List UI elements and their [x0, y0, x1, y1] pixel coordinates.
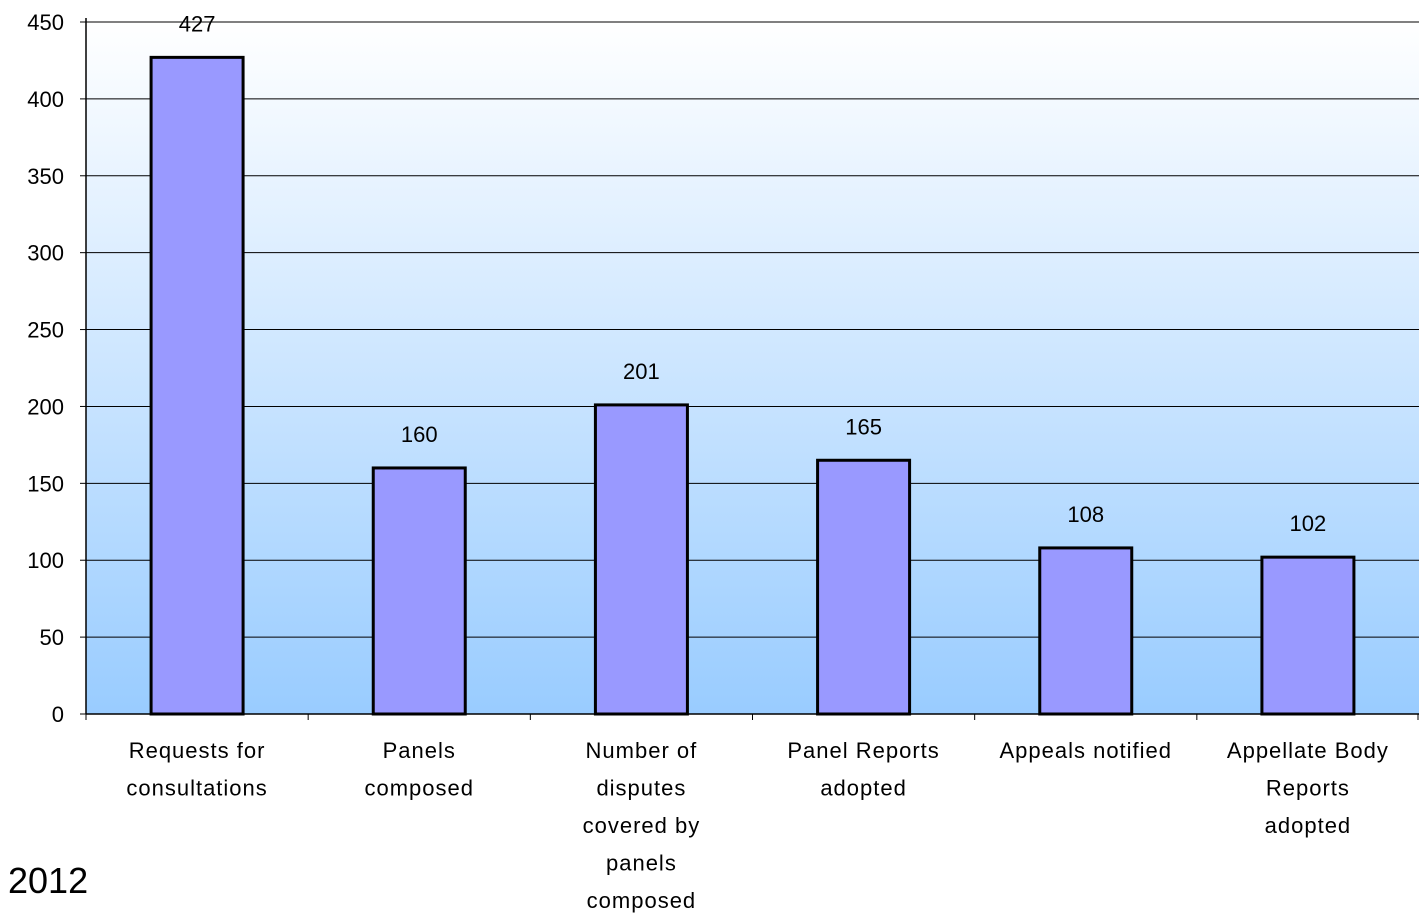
x-category-label-line: Reports [1266, 776, 1350, 801]
x-category-label-line: Appellate Body [1227, 738, 1389, 763]
y-tick-label: 100 [27, 548, 64, 573]
bar [149, 55, 245, 716]
x-category-label-line: Panels [383, 738, 456, 763]
y-tick-label: 250 [27, 318, 64, 343]
data-label: 102 [1290, 511, 1327, 536]
y-tick-label: 300 [27, 241, 64, 266]
y-tick-label: 450 [27, 10, 64, 35]
data-label: 108 [1067, 502, 1104, 527]
x-category-label-line: covered by [583, 813, 701, 838]
x-category-label-line: Appeals notified [999, 738, 1172, 763]
x-category-label-line: panels [606, 851, 677, 876]
y-tick-label: 400 [27, 87, 64, 112]
x-category-label: Panels composed [364, 738, 474, 801]
data-label: 201 [623, 359, 660, 384]
year-annotation: 2012 [8, 860, 89, 901]
data-label: 160 [401, 422, 438, 447]
x-category-label-line: composed [364, 776, 474, 801]
x-category-label-line: consultations [126, 776, 267, 801]
y-tick-label: 50 [40, 625, 64, 650]
y-axis-ticks: 0 50 100 150 200 250 300 350 400 450 [27, 10, 86, 727]
bar [816, 458, 912, 716]
gridlines [86, 21, 1419, 638]
data-label: 427 [179, 11, 216, 36]
bar [1260, 555, 1356, 716]
y-tick-label: 200 [27, 394, 64, 419]
bar [593, 403, 689, 716]
data-labels: 427 160 201 165 108 102 [179, 11, 1327, 536]
bar [1038, 546, 1134, 716]
axes [85, 18, 1419, 720]
x-category-label-line: disputes [596, 776, 686, 801]
x-category-label-line: adopted [1265, 813, 1352, 838]
x-category-label: Appellate Body Reports adopted [1227, 738, 1389, 838]
bars [149, 55, 1356, 716]
x-category-label: Appeals notified [999, 738, 1172, 763]
x-category-label-line: composed [587, 888, 697, 913]
y-tick-label: 0 [52, 702, 64, 727]
x-category-label: Number of disputes covered by panels compose… [583, 738, 701, 913]
bar [371, 466, 467, 716]
y-tick-label: 150 [27, 471, 64, 496]
x-category-label-line: Requests for [129, 738, 266, 763]
plot-area [86, 22, 1419, 714]
x-category-label-line: Number of [586, 738, 698, 763]
x-category-label: Requests for consultations [126, 738, 267, 801]
x-category-label-line: adopted [820, 776, 907, 801]
x-category-label-line: Panel Reports [787, 738, 939, 763]
y-tick-label: 350 [27, 164, 64, 189]
data-label: 165 [845, 414, 882, 439]
x-category-label: Panel Reports adopted [787, 738, 939, 801]
